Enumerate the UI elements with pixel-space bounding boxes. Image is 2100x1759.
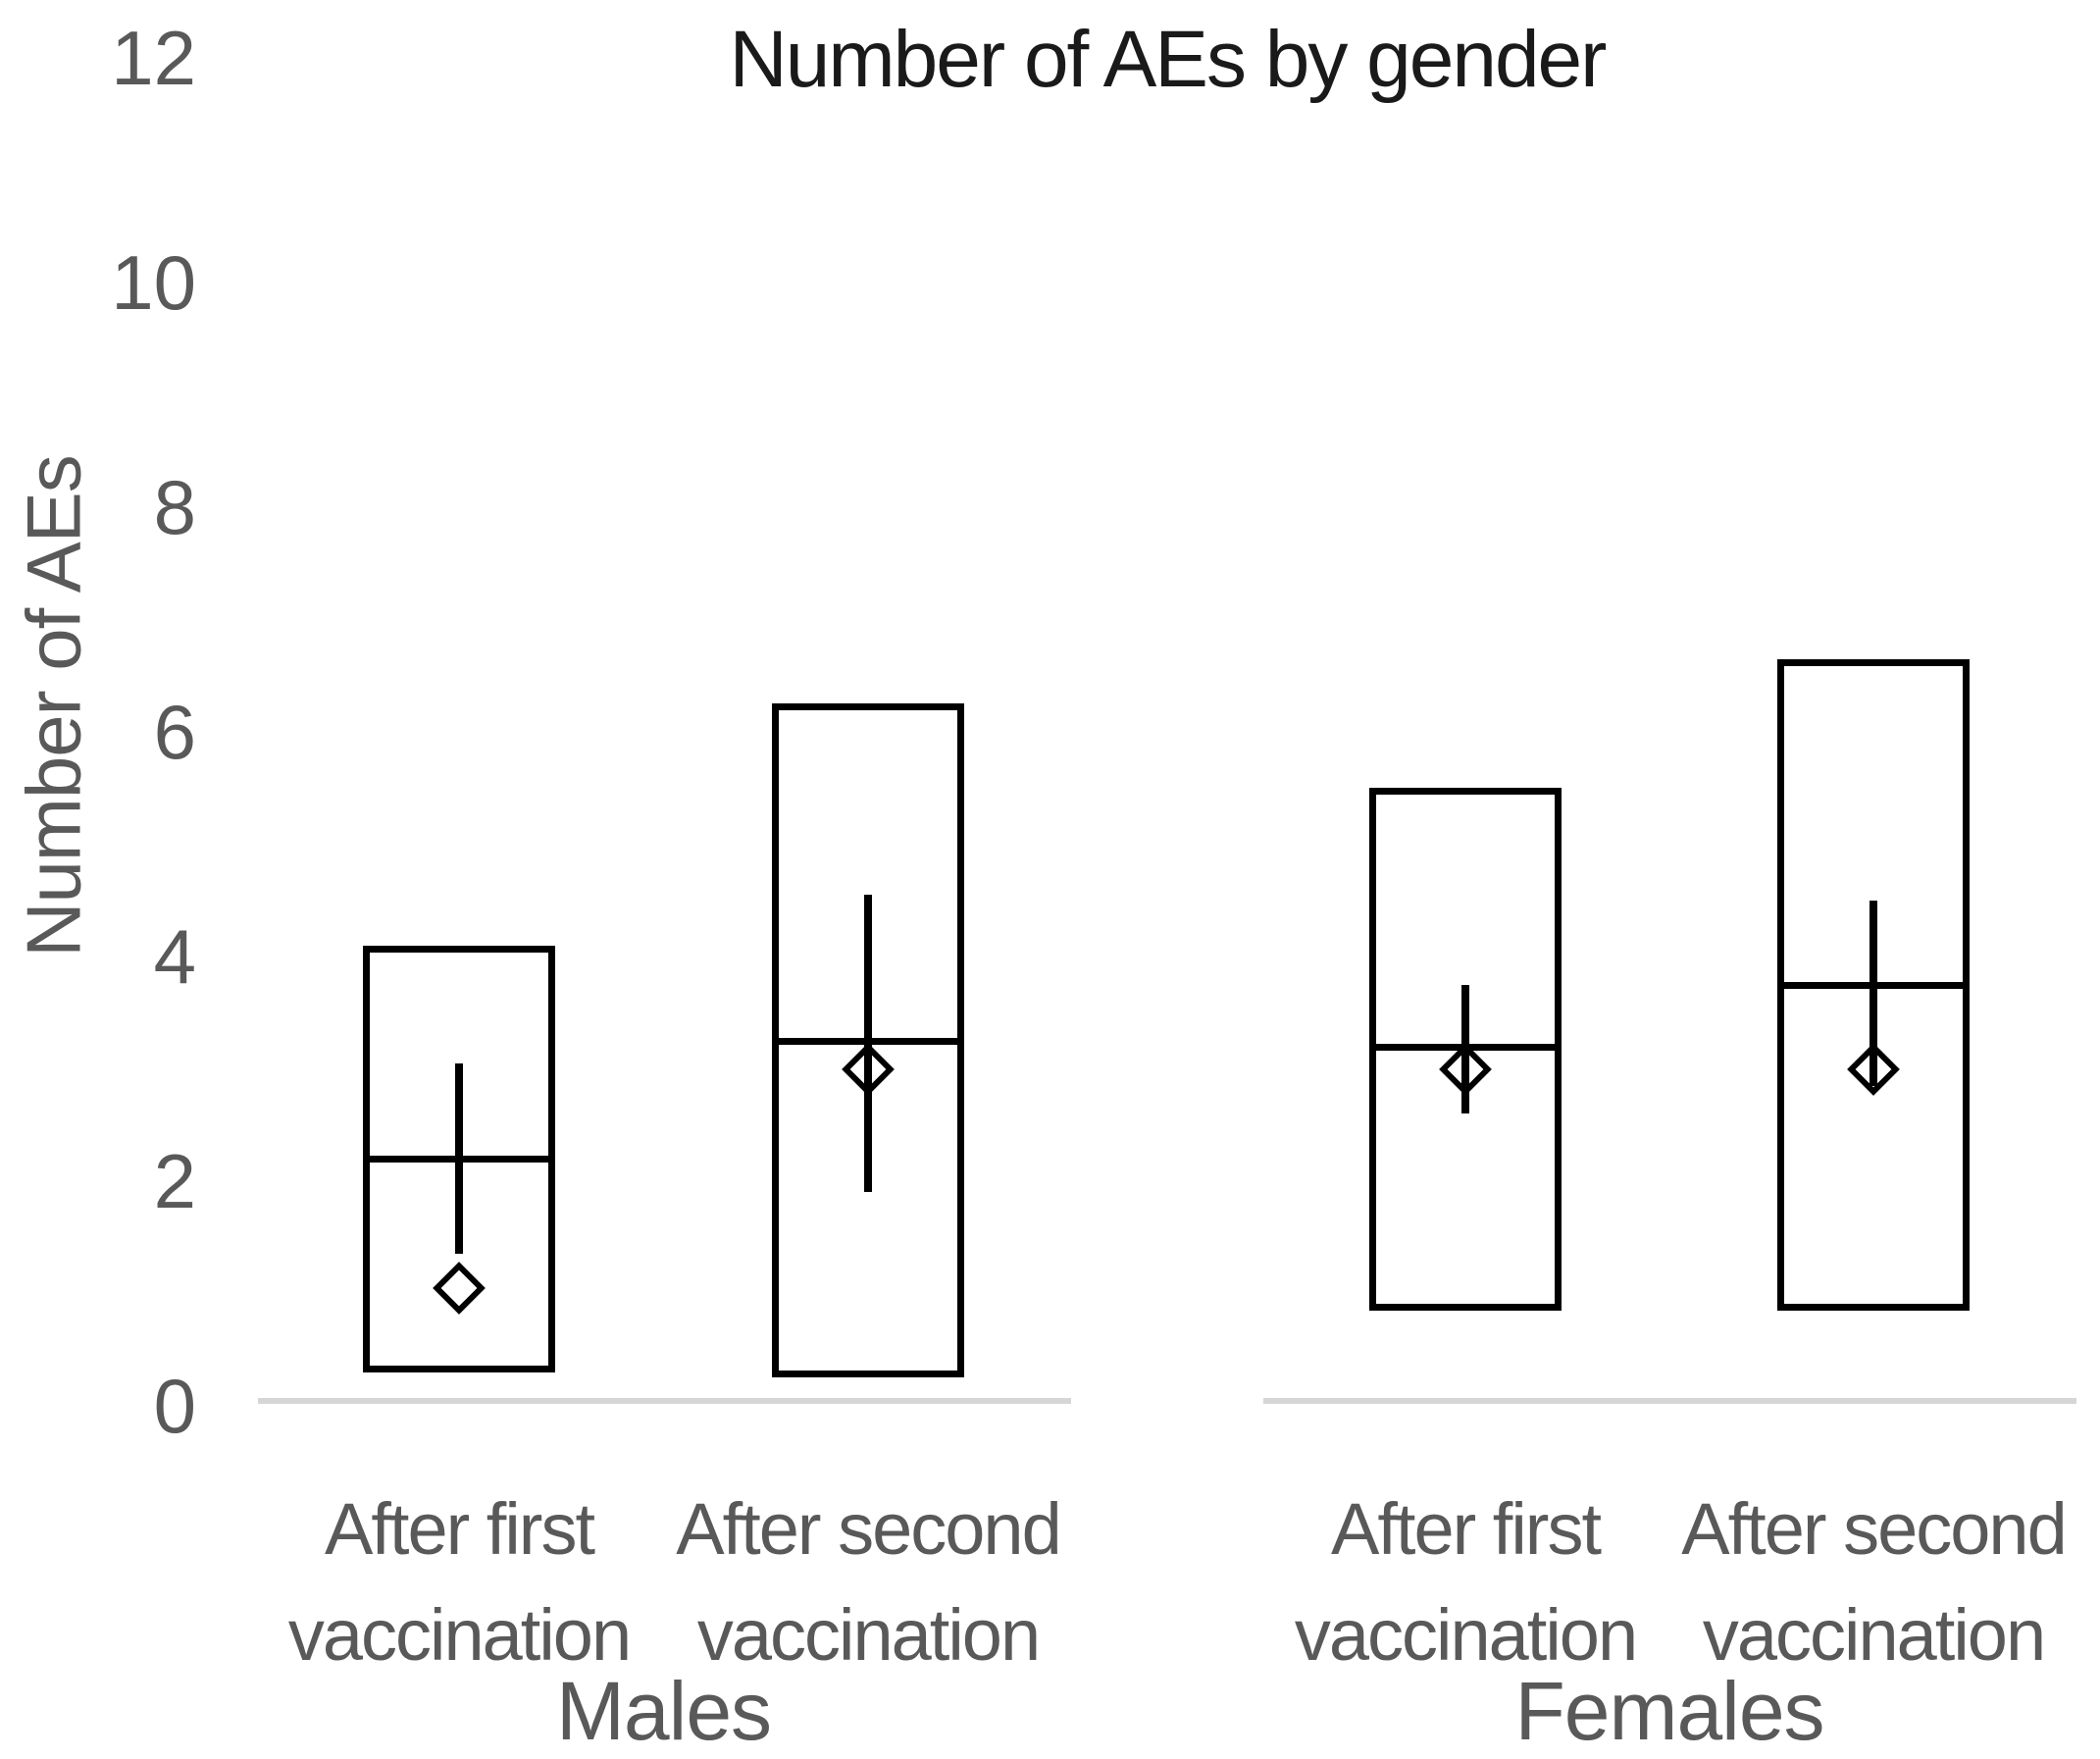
chart-title: Number of AEs by gender [729, 15, 1608, 104]
y-tick-label: 6 [153, 689, 196, 775]
x-category-label: After second vaccination [676, 1488, 1061, 1676]
y-tick-label: 10 [111, 239, 196, 326]
x-category-label: After first vaccination [1294, 1488, 1638, 1676]
whisker-line [1870, 900, 1877, 1086]
x-axis-baseline [258, 1398, 1071, 1404]
x-category-label: After first vaccination [287, 1488, 632, 1676]
y-tick-label: 2 [153, 1138, 196, 1224]
median-line [363, 1156, 555, 1164]
x-category-label: After second vaccination [1681, 1488, 2067, 1676]
median-line [772, 1037, 964, 1045]
x-group-label: Females [1514, 1665, 1824, 1757]
y-tick-label: 0 [153, 1363, 196, 1449]
y-tick-label: 4 [153, 913, 196, 1000]
x-group-label: Males [555, 1665, 772, 1757]
median-line [1369, 1043, 1562, 1051]
median-line [1777, 981, 1970, 989]
x-axis-baseline [1263, 1398, 2076, 1404]
y-tick-label: 12 [111, 15, 196, 101]
y-tick-label: 8 [153, 464, 196, 550]
